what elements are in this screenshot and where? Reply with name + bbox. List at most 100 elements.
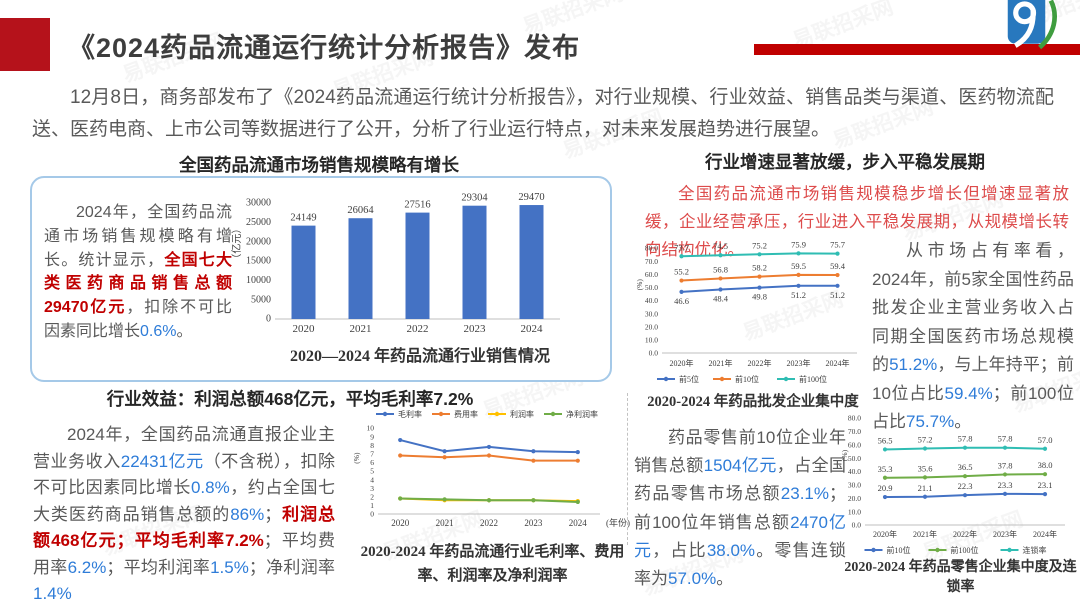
retail-concentration-chart: 0.0 10.0 20.0 30.0 40.0 50.0 60.0 70.0 80.0 (%) 20…: [841, 414, 1065, 555]
text-segment: ；前100位占比: [872, 383, 1074, 432]
text-segment: 2470亿元: [634, 512, 846, 560]
svg-text:(%): (%): [841, 449, 849, 461]
text-segment: 38.0%: [706, 540, 756, 560]
left-chart-title: 全国药品流通市场销售规模略有增长: [179, 155, 459, 175]
text-segment: ；净利润率: [248, 557, 336, 577]
svg-text:3: 3: [370, 484, 374, 493]
svg-text:0: 0: [370, 510, 374, 519]
legend-item: 利润率: [488, 409, 534, 419]
svg-text:2024年: 2024年: [826, 358, 850, 368]
text-segment: 。零售连锁率为: [634, 540, 847, 589]
svg-text:2021年: 2021年: [913, 529, 937, 539]
svg-text:10.0: 10.0: [645, 336, 658, 345]
svg-text:0.0: 0.0: [852, 521, 862, 530]
text-segment: 57.0%: [668, 569, 717, 589]
retail-chart-caption: 2020-2024 年药品零售企业集中度及连锁率: [844, 560, 1077, 595]
text-segment: 全国七大类医药商品销售总额29470亿元: [44, 251, 232, 317]
svg-text:7: 7: [370, 450, 374, 459]
svg-text:60.0: 60.0: [645, 270, 658, 279]
svg-text:15000: 15000: [246, 256, 271, 267]
svg-text:2024: 2024: [569, 518, 588, 528]
svg-text:27516: 27516: [404, 200, 430, 211]
svg-text:59.4: 59.4: [830, 261, 846, 271]
svg-text:2023: 2023: [464, 323, 487, 335]
svg-text:2023年: 2023年: [993, 529, 1017, 539]
svg-text:26064: 26064: [347, 205, 374, 216]
bar-2023: [462, 205, 487, 319]
svg-text:29470: 29470: [518, 192, 544, 203]
text-segment: 1504亿元: [703, 456, 777, 476]
svg-text:70.0: 70.0: [848, 427, 861, 436]
svg-text:36.5: 36.5: [958, 462, 973, 472]
text-segment: ，扣除不可比因素同比增长: [44, 299, 232, 340]
trend-highlight-text: 全国药品流通市场销售规模稳步增长但增速显著放缓，企业经营承压，行业进入平稳发展期…: [645, 185, 1069, 259]
svg-text:40.0: 40.0: [848, 467, 861, 476]
legend-item: 前5位: [657, 374, 699, 384]
svg-text:5000: 5000: [251, 294, 271, 305]
wholesale-share-text: 从市场占有率看，2024年，前5家全国性药品批发企业主营业务收入占同期全国医药市…: [872, 237, 1074, 437]
svg-text:10.0: 10.0: [848, 507, 861, 516]
text-segment: ，约占全国七大类医药商品销售总额的: [33, 478, 336, 524]
sales-bar-chart-caption: 2020—2024 年药品流通行业销售情况: [289, 348, 550, 365]
wholesale-chart-caption: 2020-2024 年药品批发企业集中度: [647, 394, 859, 410]
svg-text:9: 9: [370, 432, 374, 441]
svg-text:2023年: 2023年: [787, 358, 811, 368]
svg-text:2022年: 2022年: [748, 358, 772, 368]
svg-text:费用率: 费用率: [454, 409, 478, 419]
svg-text:35.6: 35.6: [918, 463, 933, 473]
text-segment: 2024年，全国药品流通市场销售规模略有增长。统计显示，: [44, 204, 232, 269]
svg-text:24149: 24149: [290, 213, 316, 224]
svg-text:8: 8: [370, 441, 374, 450]
bar-2022: [405, 212, 430, 319]
right-section-title: 行业增速显著放缓，步入平稳发展期: [705, 152, 985, 172]
svg-text:57.0: 57.0: [1038, 435, 1053, 445]
svg-text:（亿元）: （亿元）: [230, 224, 243, 264]
text-segment: 1.4%: [33, 584, 72, 603]
svg-text:净利润率: 净利润率: [566, 409, 598, 419]
text-segment: 59.4%: [944, 383, 993, 403]
svg-text:56.5: 56.5: [878, 435, 893, 445]
retail-text: 药品零售前10位企业年销售总额1504亿元，占全国药品零售市场总额23.1%；前…: [634, 424, 846, 593]
legend-item: 前100位: [928, 545, 979, 555]
svg-text:80.0: 80.0: [645, 244, 658, 253]
svg-text:55.2: 55.2: [674, 267, 689, 277]
svg-text:连锁率: 连锁率: [1023, 545, 1047, 555]
svg-text:10: 10: [367, 424, 375, 433]
svg-text:35.3: 35.3: [878, 464, 893, 474]
svg-text:6: 6: [370, 458, 374, 467]
svg-text:75.7: 75.7: [830, 240, 845, 250]
svg-text:21.1: 21.1: [918, 483, 933, 493]
svg-text:38.0: 38.0: [1038, 460, 1053, 470]
svg-text:73.7: 73.7: [674, 242, 689, 252]
svg-text:2020年: 2020年: [873, 529, 897, 539]
svg-text:5: 5: [370, 467, 374, 476]
svg-text:30.0: 30.0: [848, 481, 861, 490]
sales-bar-chart: 0 5000 10000 15000 20000 25000 30000 （亿元） 2020 20…: [230, 192, 560, 335]
svg-text:0.0: 0.0: [649, 349, 659, 358]
legend-item: 毛利率: [376, 409, 422, 419]
svg-text:30000: 30000: [246, 198, 271, 209]
svg-text:46.6: 46.6: [674, 296, 689, 306]
svg-text:2020: 2020: [391, 518, 410, 528]
text-segment: 51.2%: [889, 355, 938, 374]
legend-item: 前10位: [713, 374, 759, 384]
svg-text:50.0: 50.0: [645, 283, 658, 292]
text-segment: 。: [176, 322, 193, 340]
svg-text:20000: 20000: [246, 236, 271, 247]
svg-text:0: 0: [266, 314, 271, 325]
svg-text:(%): (%): [352, 452, 361, 464]
text-segment: ，占比: [652, 540, 707, 560]
text-segment: 1.5%: [210, 557, 249, 577]
svg-text:57.2: 57.2: [918, 434, 933, 444]
svg-text:前10位: 前10位: [735, 374, 759, 384]
bar-2020: [291, 225, 316, 319]
svg-text:前100位: 前100位: [799, 374, 827, 384]
svg-text:59.5: 59.5: [791, 261, 806, 271]
legend-item: 连锁率: [1000, 545, 1047, 555]
sales-card: [30, 176, 612, 382]
svg-text:毛利率: 毛利率: [398, 409, 422, 419]
svg-text:1: 1: [370, 501, 374, 510]
svg-text:2024: 2024: [521, 323, 544, 335]
